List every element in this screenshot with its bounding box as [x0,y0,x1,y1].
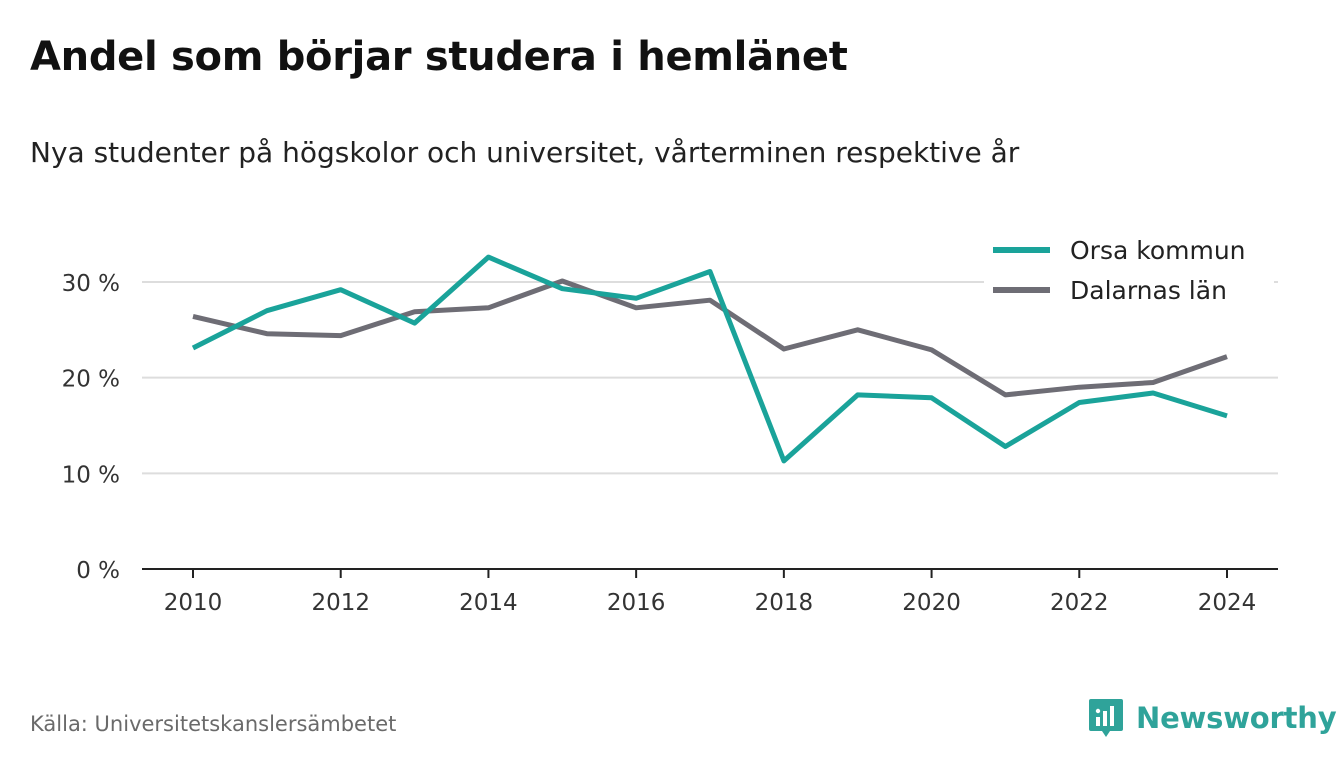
newsworthy-logo-icon [1089,699,1123,737]
y-tick-label: 10 % [62,462,120,488]
x-tick-label: 2010 [164,590,223,616]
chart-subtitle: Nya studenter på högskolor och universit… [30,136,1020,169]
series-line-orsa-kommun [191,254,1228,464]
series-line-dalarnas-län [192,278,1228,398]
legend-label: Dalarnas län [1070,276,1227,305]
legend-background [984,226,1274,314]
x-tick-label: 2020 [902,590,961,616]
brand-logo[interactable]: Newsworthy [1088,697,1337,739]
brand-name: Newsworthy [1136,701,1337,735]
x-tick-label: 2016 [607,590,666,616]
x-tick-label: 2022 [1050,590,1109,616]
y-tick-label: 0 % [76,558,120,584]
x-tick-label: 2018 [755,590,814,616]
x-axis: 2010 2012 2014 2016 2018 2020 2022 2024 [142,568,1278,616]
x-tick-label: 2014 [459,590,518,616]
x-tick-label: 2024 [1198,590,1257,616]
chart-title: Andel som börjar studera i hemlänet [30,34,848,80]
legend: Orsa kommun Dalarnas län [984,226,1274,314]
y-tick-label: 30 % [62,271,120,297]
y-axis-ticks: 0 % 10 % 20 % 30 % [62,271,120,584]
legend-label: Orsa kommun [1070,236,1246,265]
series-lines [191,254,1228,464]
source-note: Källa: Universitetskanslersämbetet [30,712,397,736]
x-tick-label: 2012 [311,590,370,616]
y-tick-label: 20 % [62,367,120,393]
